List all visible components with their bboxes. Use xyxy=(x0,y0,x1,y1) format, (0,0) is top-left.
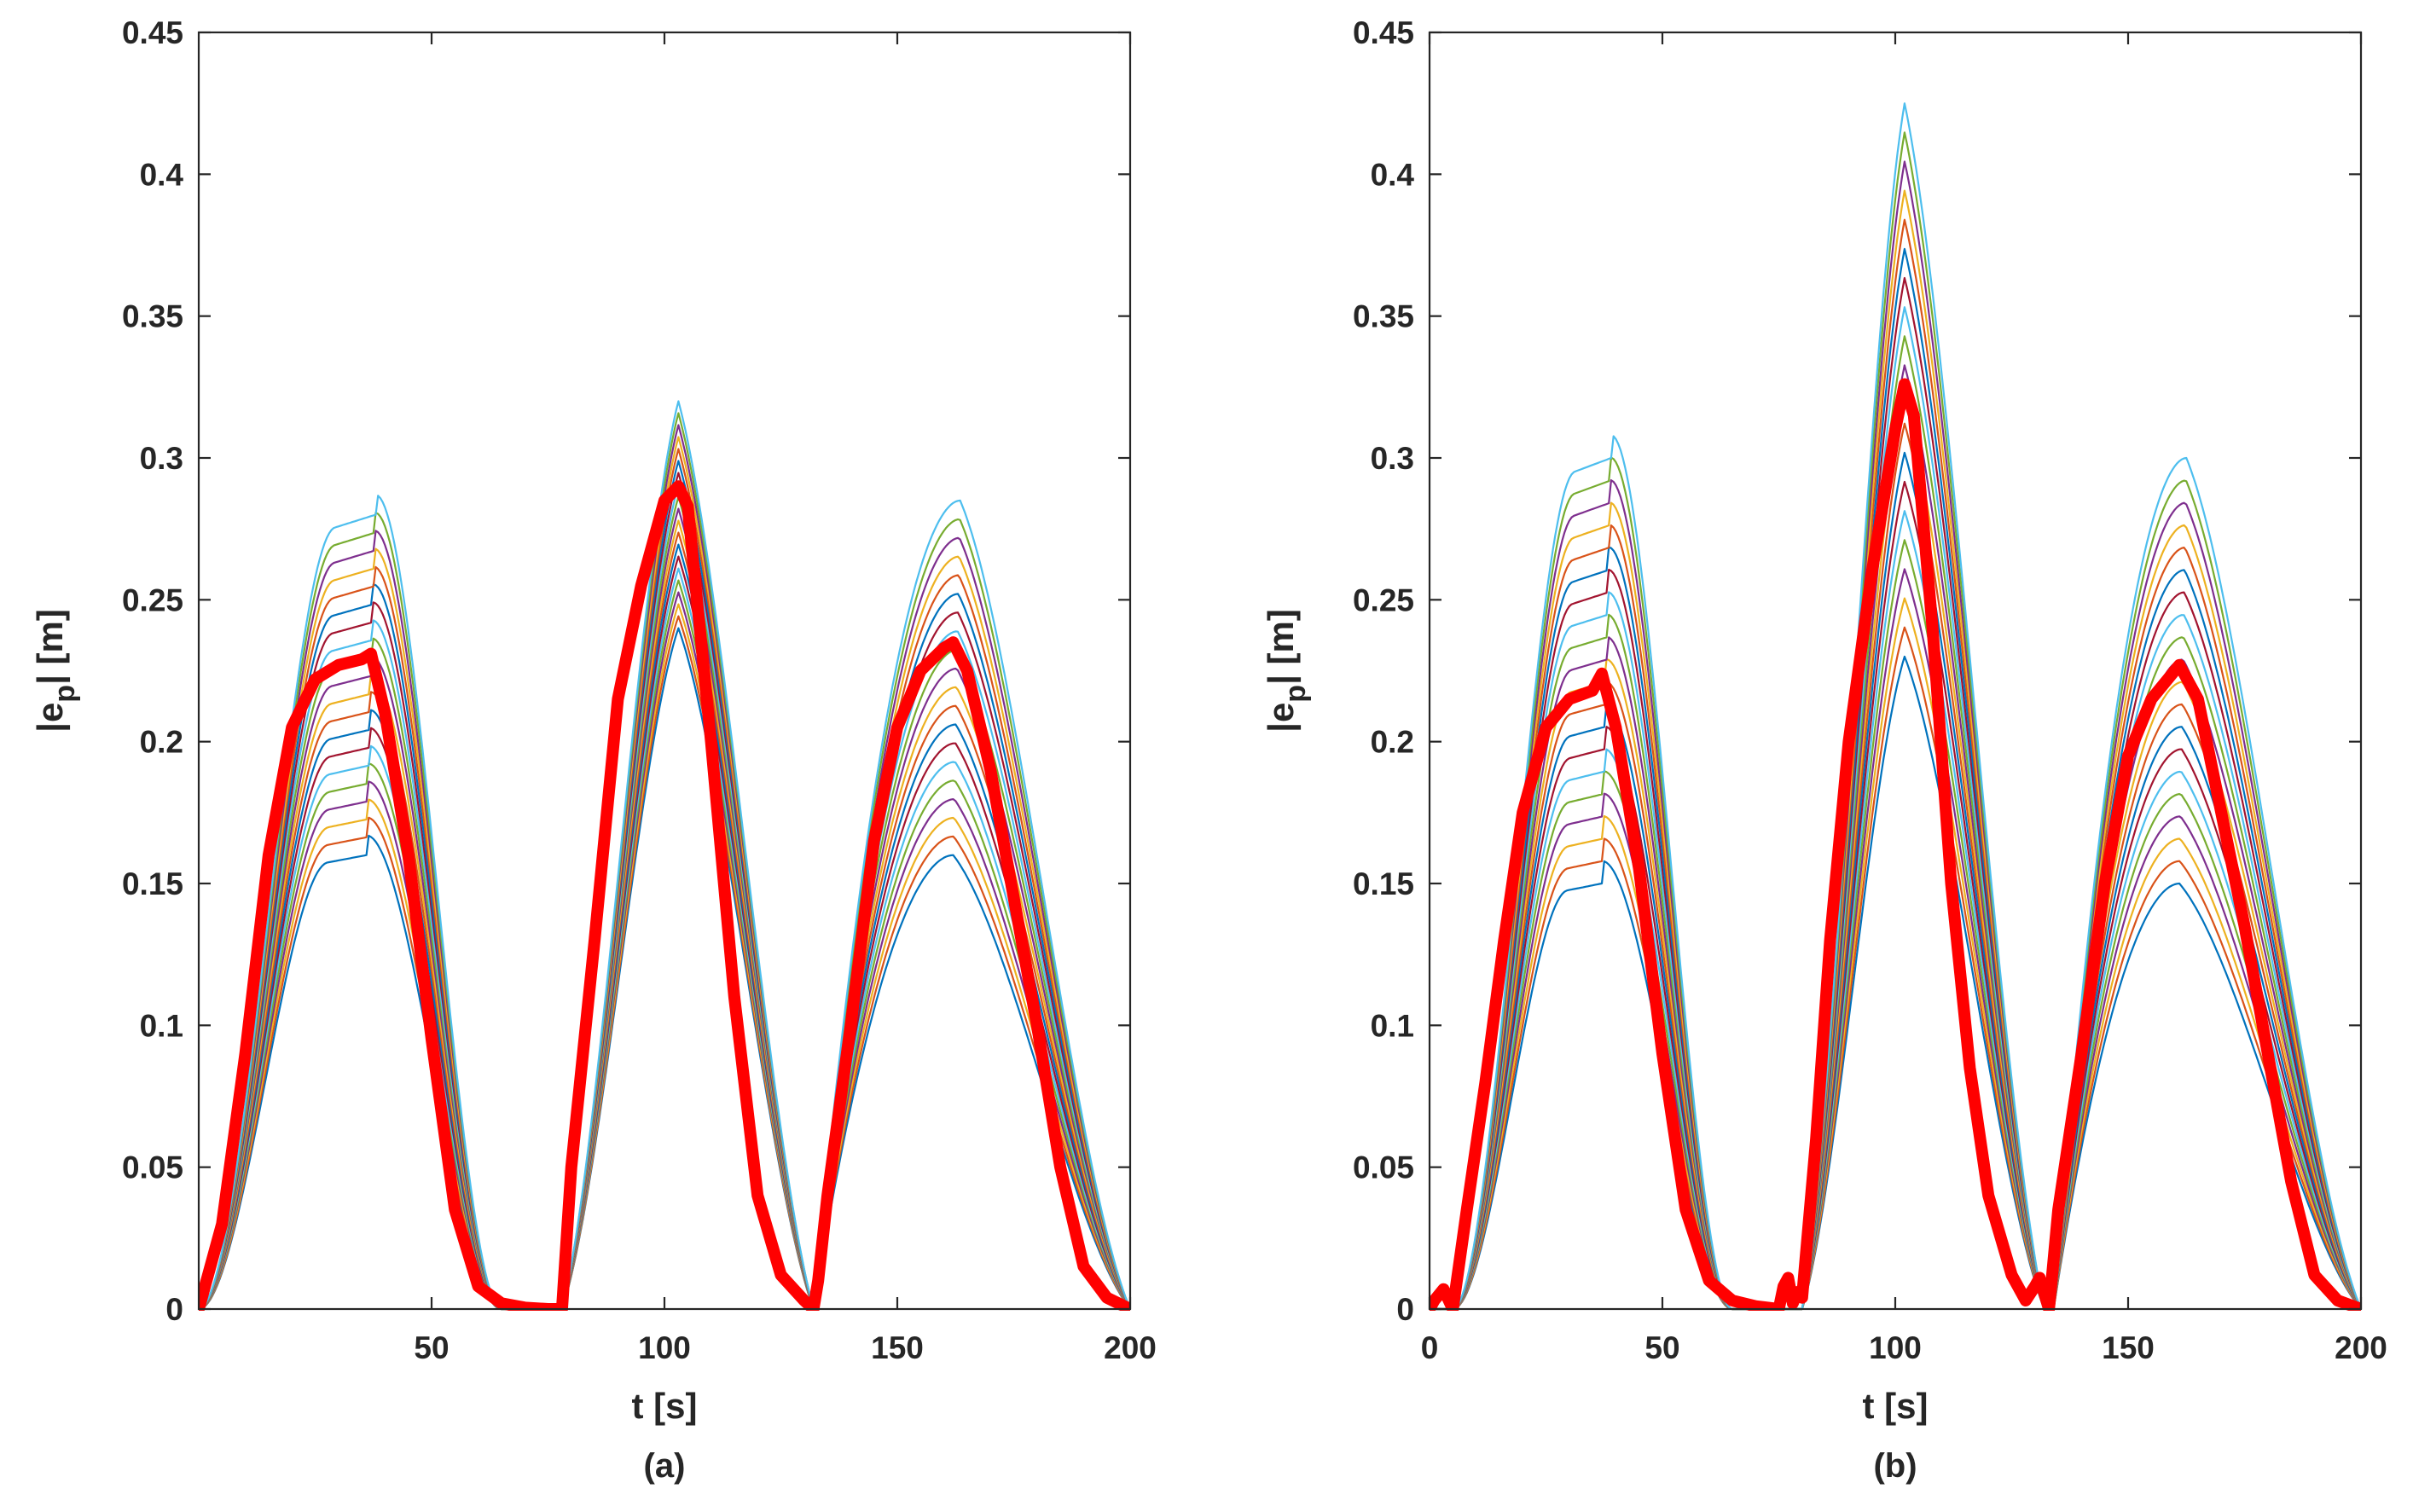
x-tick-label: 100 xyxy=(638,1330,691,1365)
x-axis-label: t [s] xyxy=(632,1386,698,1426)
family-line-7 xyxy=(1430,480,2361,1311)
family-line-13 xyxy=(1430,306,2361,1311)
y-tick-label: 0.1 xyxy=(1371,1008,1414,1043)
x-tick-label: 50 xyxy=(414,1330,449,1365)
family-line-15 xyxy=(1430,247,2361,1311)
family-line-9 xyxy=(199,531,1130,1311)
y-axis-label-sub: p xyxy=(1279,685,1312,703)
family-line-7 xyxy=(199,555,1130,1311)
family-line-6 xyxy=(199,567,1130,1311)
y-axis-label-tail: | [m] xyxy=(1261,609,1302,685)
series-group xyxy=(1430,102,2361,1311)
y-tick-label: 0.1 xyxy=(140,1008,183,1043)
x-tick-label: 100 xyxy=(1869,1330,1922,1365)
y-tick-label: 0.3 xyxy=(140,441,183,476)
family-line-14 xyxy=(1430,276,2361,1311)
panel-label: (a) xyxy=(644,1447,686,1485)
y-tick-label: 0.2 xyxy=(1371,725,1414,760)
y-tick-label: 0.45 xyxy=(122,15,183,50)
family-line-3 xyxy=(1430,597,2361,1311)
family-line-2 xyxy=(199,615,1130,1311)
family-line-4 xyxy=(199,591,1130,1311)
y-tick-label: 0.3 xyxy=(1371,441,1414,476)
y-tick-label: 0.4 xyxy=(140,157,184,192)
family-line-5 xyxy=(199,579,1130,1311)
y-tick-label: 0.25 xyxy=(122,582,183,617)
y-tick-label: 0.35 xyxy=(1353,299,1414,334)
y-tick-label: 0 xyxy=(1396,1292,1414,1327)
y-tick-label: 0 xyxy=(165,1292,183,1327)
x-tick-label: 150 xyxy=(871,1330,924,1365)
family-line-4 xyxy=(1430,568,2361,1311)
family-line-1 xyxy=(1430,655,2361,1311)
family-line-19 xyxy=(199,412,1130,1311)
family-line-6 xyxy=(1430,510,2361,1311)
family-line-14 xyxy=(199,472,1130,1311)
subplot-a: 0 0.05 0.1 0.15 0.2 0.25 0.3 0.35 0.4 0.45 50 100 15… xyxy=(30,15,1157,1485)
y-tick-label: 0.2 xyxy=(140,725,183,760)
family-line-8 xyxy=(199,543,1130,1311)
y-axis-label: |ep| [m] xyxy=(30,609,81,733)
panel-label: (b) xyxy=(1873,1447,1917,1485)
y-tick-label: 0.4 xyxy=(1371,157,1415,192)
family-line-3 xyxy=(199,603,1130,1311)
family-line-20 xyxy=(199,400,1130,1311)
family-line-15 xyxy=(199,460,1130,1311)
x-tick-label: 0 xyxy=(1421,1330,1439,1365)
y-tick-label: 0.05 xyxy=(1353,1150,1414,1185)
family-line-16 xyxy=(1430,218,2361,1311)
family-line-18 xyxy=(1430,160,2361,1311)
x-tick-label: 200 xyxy=(2335,1330,2387,1365)
y-tick-label: 0.15 xyxy=(1353,866,1414,901)
y-tick-label: 0.15 xyxy=(122,866,183,901)
family-line-13 xyxy=(199,484,1130,1311)
y-axis-label-tail: | [m] xyxy=(30,609,71,685)
x-tick-label: 150 xyxy=(2102,1330,2155,1365)
family-line-8 xyxy=(1430,451,2361,1311)
y-axis-label-main: |e xyxy=(1261,703,1302,733)
family-line-2 xyxy=(1430,626,2361,1311)
family-line-12 xyxy=(1430,335,2361,1311)
y-tick-label: 0.45 xyxy=(1353,15,1414,50)
family-line-1 xyxy=(199,627,1130,1311)
family-line-17 xyxy=(1430,189,2361,1311)
y-tick-label: 0.35 xyxy=(122,299,183,334)
family-line-20 xyxy=(1430,102,2361,1311)
series-group xyxy=(199,400,1130,1311)
x-tick-label: 200 xyxy=(1104,1330,1157,1365)
subplot-b: 0 0.05 0.1 0.15 0.2 0.25 0.3 0.35 0.4 0.45 0 50 100 1… xyxy=(1261,15,2387,1485)
x-tick-label: 50 xyxy=(1644,1330,1679,1365)
family-line-5 xyxy=(1430,539,2361,1311)
x-axis-label: t [s] xyxy=(1863,1386,1929,1426)
family-line-19 xyxy=(1430,131,2361,1311)
mean-line xyxy=(1430,378,2361,1311)
y-tick-label: 0.25 xyxy=(1353,582,1414,617)
y-axis-label: |ep| [m] xyxy=(1261,609,1312,733)
y-axis-label-main: |e xyxy=(30,703,71,733)
y-tick-label: 0.05 xyxy=(122,1150,183,1185)
y-axis-label-sub: p xyxy=(49,685,81,703)
mean-line xyxy=(199,480,1130,1311)
